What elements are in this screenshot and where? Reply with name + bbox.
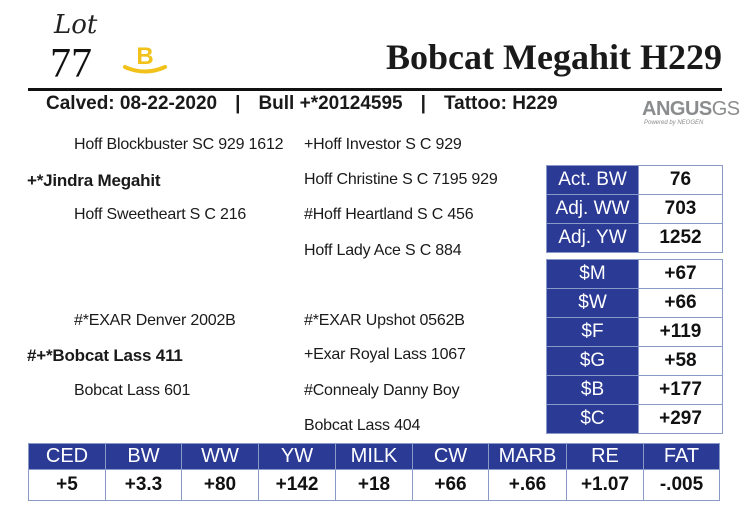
weight-value: 703: [638, 194, 723, 224]
pedigree-dam-sire: #*EXAR Denver 2002B: [74, 312, 236, 329]
index-table: $M +67 $W +66 $F +119 $G +58 $B +177 $C +297: [546, 259, 723, 434]
pedigree-dam-sire-dam: +Exar Royal Lass 1067: [304, 346, 466, 363]
weight-label: Adj. WW: [546, 194, 639, 224]
pedigree-sire-sire-dam: Hoff Christine S C 7195 929: [304, 171, 498, 188]
breed-badge-icon: B: [123, 43, 167, 74]
index-row: $W +66: [546, 288, 723, 318]
weight-row: Adj. YW 1252: [546, 223, 723, 253]
pedigree-sire: +*Jindra Megahit: [27, 171, 161, 190]
weight-row: Adj. WW 703: [546, 194, 723, 224]
epd-header: CED: [28, 443, 106, 470]
pedigree-sire-sire: Hoff Blockbuster SC 929 1612: [74, 136, 284, 153]
epd-header: RE: [566, 443, 644, 470]
index-label: $C: [546, 404, 639, 434]
pedigree-dam-dam-sire: #Connealy Danny Boy: [304, 382, 460, 399]
epd-header: FAT: [643, 443, 720, 470]
epd-header: YW: [258, 443, 336, 470]
index-value: +58: [638, 346, 723, 376]
epd-header: WW: [181, 443, 259, 470]
index-row: $B +177: [546, 375, 723, 405]
index-label: $W: [546, 288, 639, 318]
index-value: +297: [638, 404, 723, 434]
calved-date: Calved: 08-22-2020: [46, 93, 218, 114]
epd-value: +142: [258, 469, 336, 501]
registration-number: Bull +*20124595: [258, 93, 403, 114]
weight-value: 1252: [638, 223, 723, 253]
epd-value: +3.3: [105, 469, 182, 501]
index-value: +67: [638, 259, 723, 289]
tattoo: Tattoo: H229: [443, 93, 558, 114]
index-label: $G: [546, 346, 639, 376]
pedigree-dam: #+*Bobcat Lass 411: [27, 346, 183, 365]
header-divider: [28, 88, 722, 91]
lot-label: Lot: [54, 10, 98, 40]
index-row: $C +297: [546, 404, 723, 434]
epd-value: +1.07: [566, 469, 644, 501]
index-label: $M: [546, 259, 639, 289]
weights-table: Act. BW 76 Adj. WW 703 Adj. YW 1252: [546, 165, 723, 253]
index-value: +119: [638, 317, 723, 347]
pedigree-dam-dam: Bobcat Lass 601: [74, 382, 191, 399]
epd-value: +18: [335, 469, 413, 501]
index-label: $F: [546, 317, 639, 347]
animal-name: Bobcat Megahit H229: [386, 37, 722, 77]
epd-value: +80: [181, 469, 259, 501]
pedigree-sire-dam-dam: Hoff Lady Ace S C 884: [304, 242, 462, 259]
weight-label: Act. BW: [546, 165, 639, 195]
weight-value: 76: [638, 165, 723, 195]
separator: |: [420, 93, 426, 114]
pedigree-sire-sire-sire: +Hoff Investor S C 929: [304, 136, 462, 153]
epd-value: +66: [412, 469, 489, 501]
index-label: $B: [546, 375, 639, 405]
epd-table: CED BW WW YW MILK CW MARB RE FAT +5 +3.3…: [28, 443, 720, 501]
angus-gs-logo: ANGUSGS Powered by NEOGEN: [642, 98, 740, 132]
pedigree-sire-dam: Hoff Sweetheart S C 216: [74, 206, 247, 223]
epd-value: +5: [28, 469, 106, 501]
weight-label: Adj. YW: [546, 223, 639, 253]
separator: |: [235, 93, 241, 114]
epd-value: -.005: [643, 469, 720, 501]
lot-number: 77: [50, 41, 92, 87]
index-value: +66: [638, 288, 723, 318]
index-value: +177: [638, 375, 723, 405]
epd-header: BW: [105, 443, 182, 470]
pedigree-dam-sire-sire: #*EXAR Upshot 0562B: [304, 312, 465, 329]
index-row: $M +67: [546, 259, 723, 289]
epd-header: MILK: [335, 443, 413, 470]
epd-value-row: +5 +3.3 +80 +142 +18 +66 +.66 +1.07 -.00…: [28, 469, 720, 501]
logo-tagline: Powered by NEOGEN: [644, 120, 704, 126]
index-row: $G +58: [546, 346, 723, 376]
pedigree-sire-dam-sire: #Hoff Heartland S C 456: [304, 206, 474, 223]
logo-main-text: ANGUS: [642, 98, 712, 120]
epd-header-row: CED BW WW YW MILK CW MARB RE FAT: [28, 443, 720, 470]
badge-letter: B: [136, 43, 153, 70]
weight-row: Act. BW 76: [546, 165, 723, 195]
pedigree-dam-dam-dam: Bobcat Lass 404: [304, 417, 421, 434]
epd-header: MARB: [488, 443, 567, 470]
logo-suffix: GS: [711, 98, 740, 120]
epd-value: +.66: [488, 469, 567, 501]
registration-line: Calved: 08-22-2020 | Bull +*20124595 | Tatto…: [46, 93, 558, 115]
epd-header: CW: [412, 443, 489, 470]
index-row: $F +119: [546, 317, 723, 347]
